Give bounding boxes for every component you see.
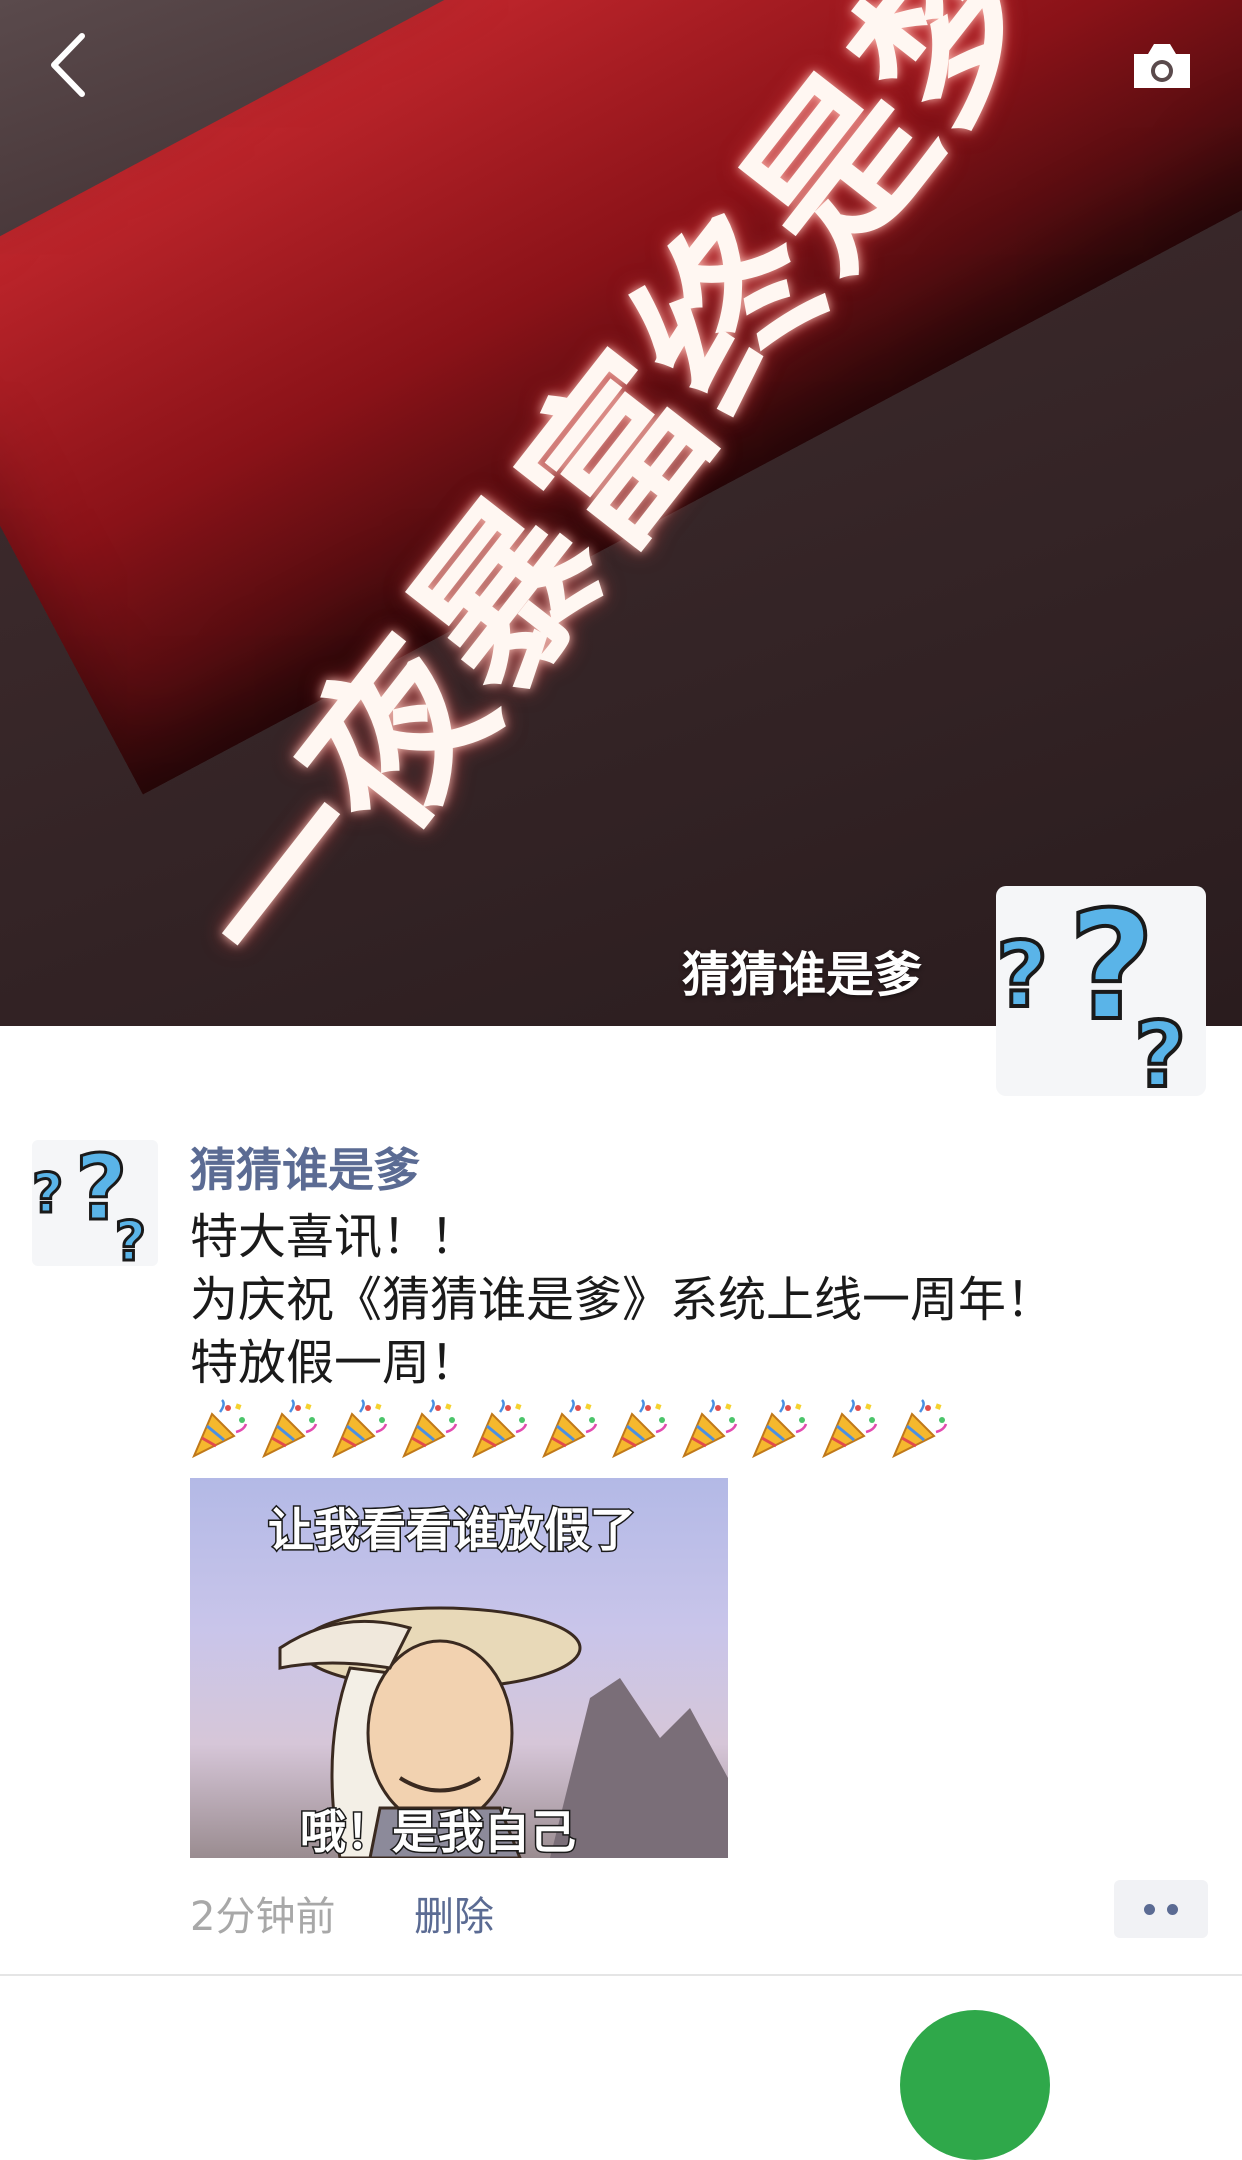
more-button[interactable] (1114, 1880, 1208, 1938)
post-text-line: 为庆祝《猜猜谁是爹》系统上线一周年！ (190, 1272, 1055, 1328)
svg-text:?: ? (75, 1140, 127, 1241)
party-popper-icon (682, 1399, 738, 1458)
question-marks-icon: ? ? ? (996, 886, 1188, 1096)
party-popper-icon (752, 1399, 808, 1458)
camera-icon[interactable] (1130, 40, 1194, 92)
profile-avatar[interactable]: ? ? ? (996, 886, 1206, 1096)
meme-illustration (278, 1606, 728, 1858)
post-avatar[interactable]: ? ? ? (32, 1140, 158, 1266)
meme-bottom-caption: 哦！是我自己 (299, 1804, 578, 1859)
party-popper-icon (402, 1399, 458, 1458)
cover-image[interactable]: 一夜暴富终是梦！ 猜猜谁是爹 (0, 0, 1242, 1026)
chevron-left-icon[interactable] (42, 30, 102, 100)
party-popper-icon (472, 1399, 528, 1458)
party-popper-icon (332, 1399, 388, 1458)
emoji-row (190, 1395, 1200, 1461)
post-image[interactable]: 让我看看谁放假了 哦！是我自己 (190, 1478, 728, 1858)
svg-text:?: ? (1068, 886, 1155, 1054)
post-text-line: 特大喜讯！！ (190, 1209, 479, 1265)
party-popper-icon (262, 1399, 318, 1458)
svg-text:?: ? (32, 1162, 63, 1225)
party-popper-icon (542, 1399, 598, 1458)
party-popper-icon (892, 1399, 948, 1458)
more-dots-icon (1167, 1903, 1178, 1915)
svg-text:?: ? (1134, 1003, 1186, 1096)
more-dots-icon (1144, 1903, 1155, 1915)
question-marks-icon: ? ? ? (32, 1140, 148, 1266)
delete-button[interactable]: 删除 (414, 1894, 494, 1940)
svg-text:?: ? (115, 1210, 146, 1266)
party-popper-icon (612, 1399, 668, 1458)
party-popper-icon (822, 1399, 878, 1458)
post-author-name[interactable]: 猜猜谁是爹 (190, 1143, 420, 1197)
post-text-line: 特放假一周！ (190, 1335, 479, 1391)
next-post-avatar[interactable] (900, 2010, 1050, 2160)
meme-top-caption: 让我看看谁放假了 (267, 1502, 638, 1559)
divider (0, 1974, 1242, 1976)
post-text: 特大喜讯！！ 为庆祝《猜猜谁是爹》系统上线一周年！ 特放假一周！ (190, 1206, 1200, 1461)
svg-text:?: ? (996, 923, 1048, 1028)
party-popper-icon (192, 1399, 248, 1458)
profile-username: 猜猜谁是爹 (681, 947, 922, 1003)
post-timestamp: 2分钟前 (190, 1894, 336, 1940)
